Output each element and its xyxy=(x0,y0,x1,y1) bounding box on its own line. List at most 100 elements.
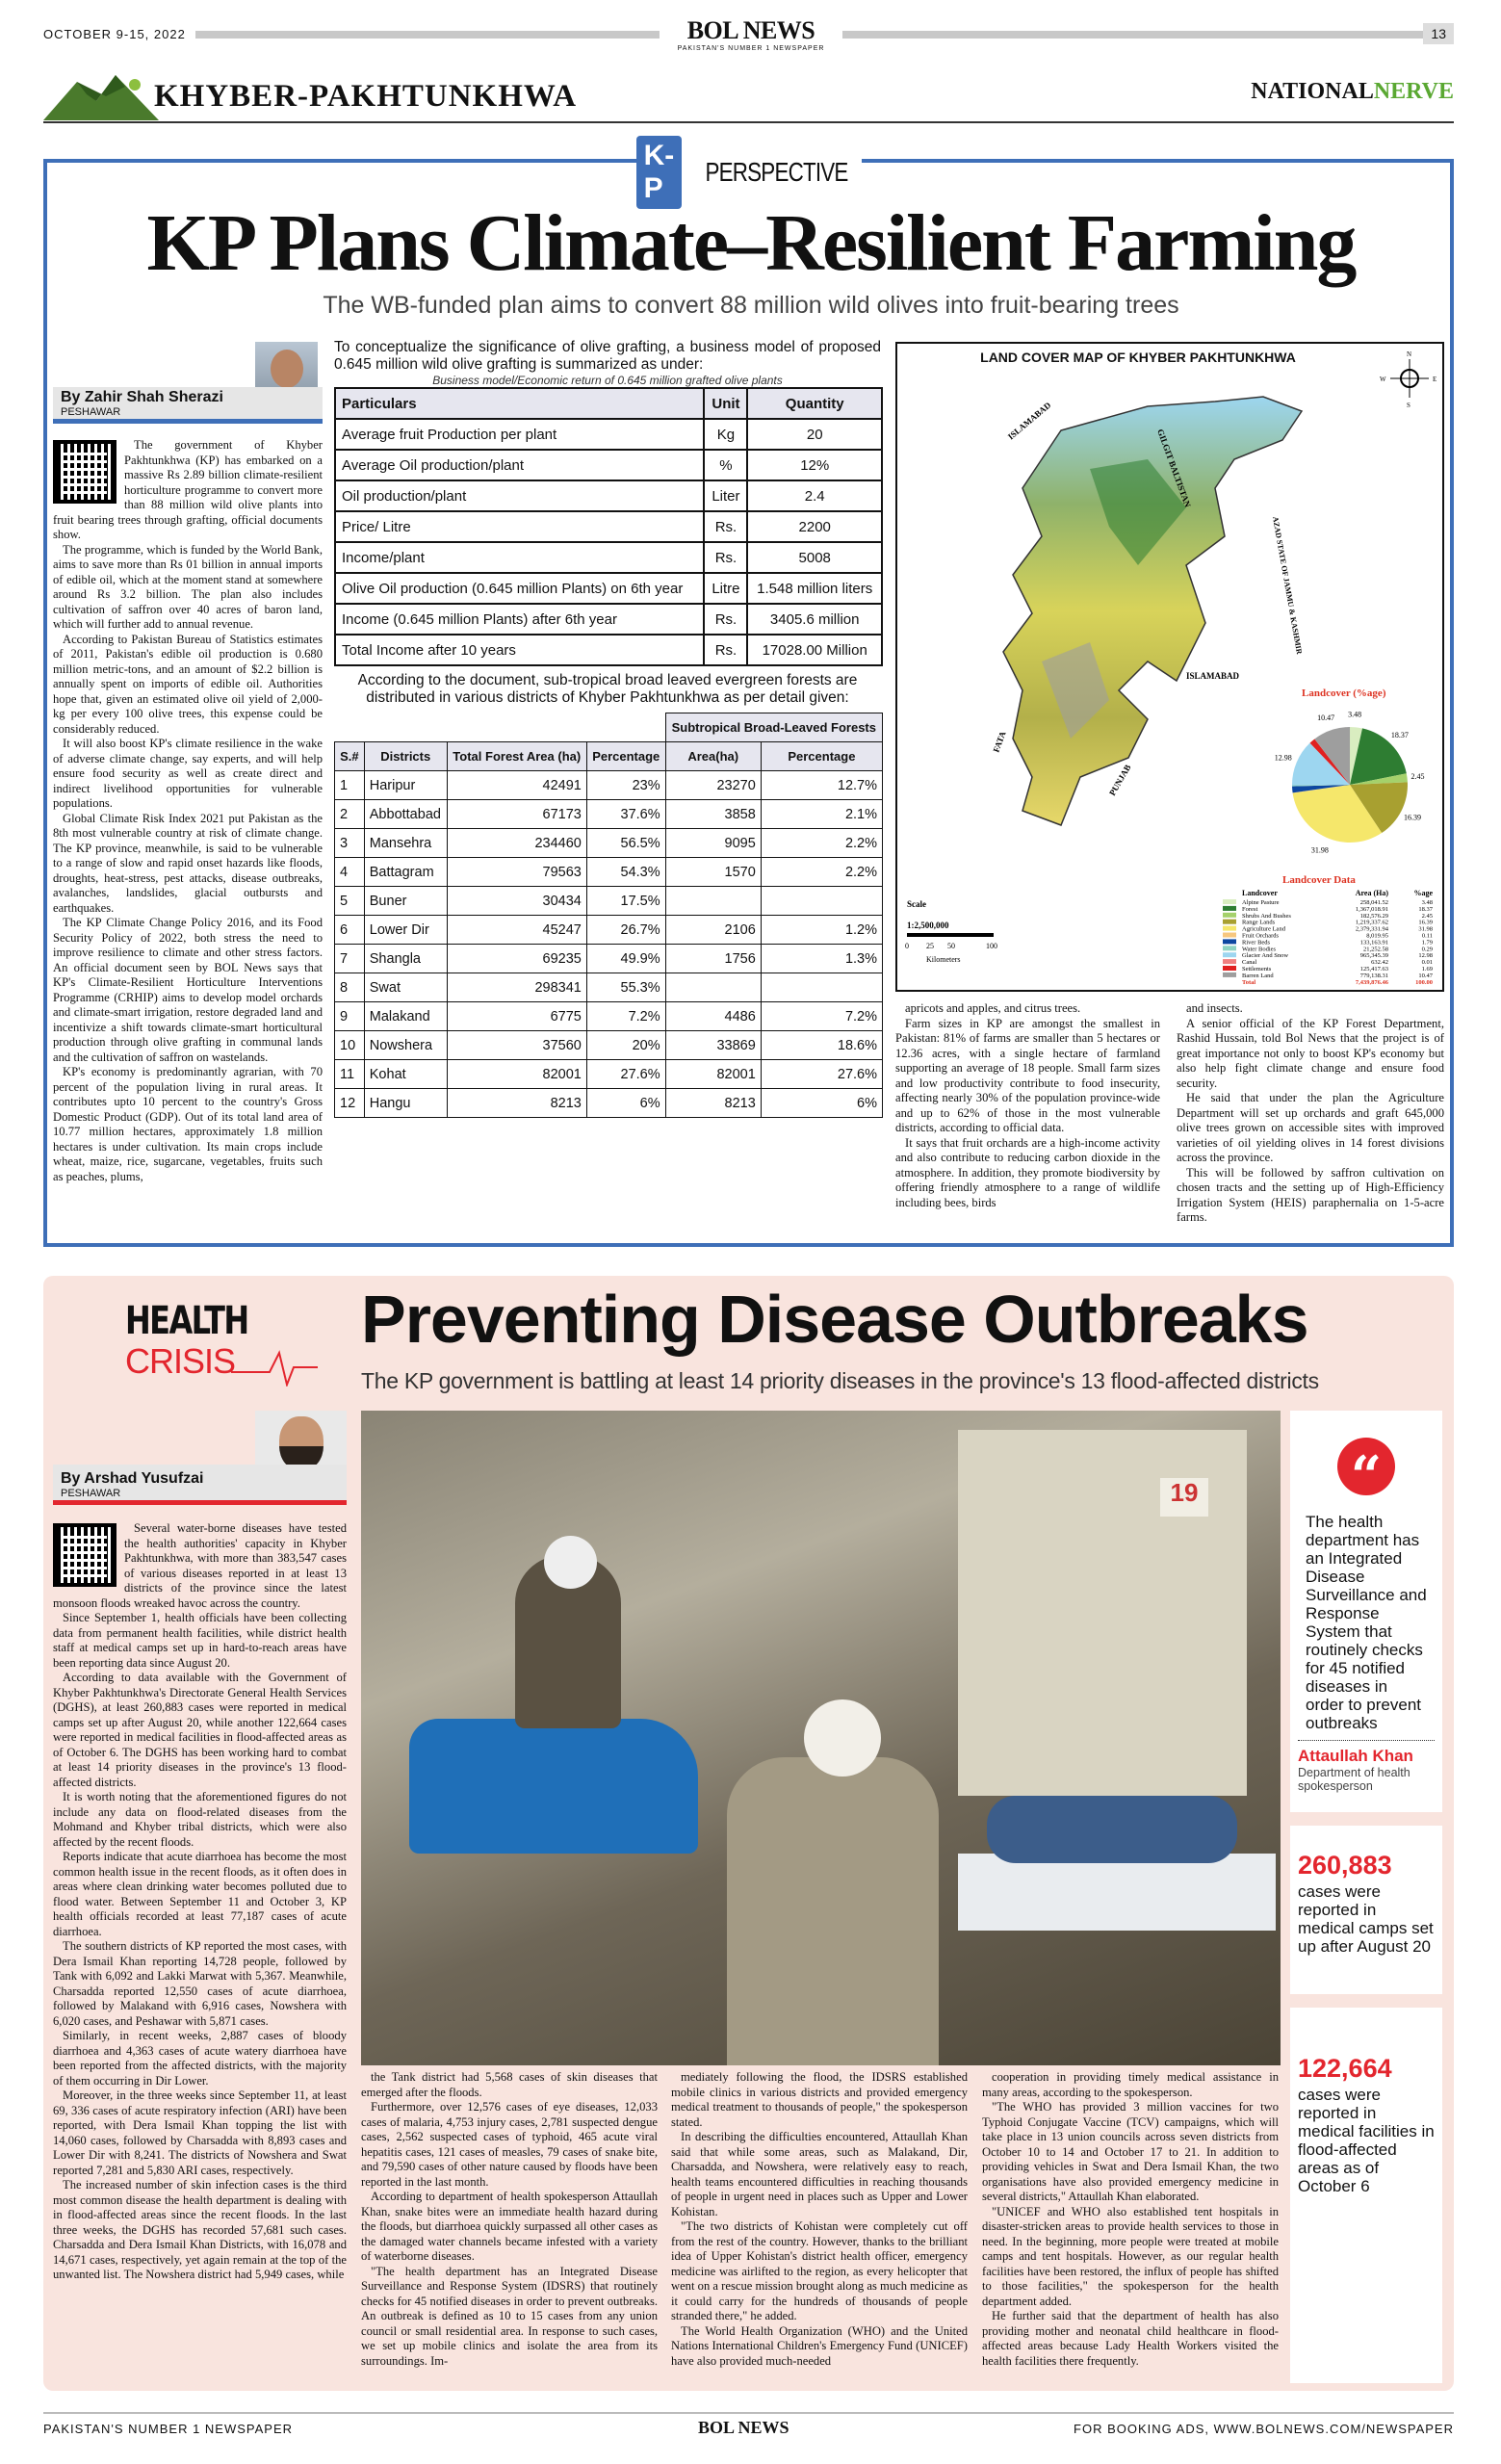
svg-text:50: 50 xyxy=(947,942,955,950)
table-row: 11 Kohat 82001 27.6% 82001 27.6% xyxy=(334,1059,884,1089)
paragraph: The government of Khyber Pakhtunkhwa (KP… xyxy=(53,438,323,541)
table-cell: 2.1% xyxy=(760,799,884,829)
table-cell xyxy=(664,973,762,1002)
legend-swatch xyxy=(1223,912,1236,918)
table-cell: 30434 xyxy=(446,886,587,916)
footer-ads-link[interactable]: FOR BOOKING ADS, WWW.BOLNEWS.COM/NEWSPAP… xyxy=(1074,2422,1454,2436)
table-cell: 49.9% xyxy=(585,944,666,973)
paragraph: According to Pakistan Bureau of Statisti… xyxy=(53,632,323,736)
qr-code[interactable] xyxy=(53,440,116,504)
table-cell: 12 xyxy=(334,1088,365,1118)
table-cell: 67173 xyxy=(446,799,587,829)
table-cell: 69235 xyxy=(446,944,587,973)
pie-label: 16.39 xyxy=(1404,814,1421,822)
table-cell: 298341 xyxy=(446,973,587,1002)
table-cell: 37.6% xyxy=(585,799,666,829)
paragraph: Since September 1, health officials have… xyxy=(53,1611,347,1670)
table-row: 3 Mansehra 234460 56.5% 9095 2.2% xyxy=(334,828,884,858)
table-cell: 27.6% xyxy=(585,1059,666,1089)
column-header: Percentage xyxy=(760,741,884,771)
stat-facilities: 122,664 xyxy=(1298,2054,1392,2083)
footer-logo: BOL NEWS xyxy=(698,2418,789,2437)
table-cell: 7.2% xyxy=(760,1001,884,1031)
table-cell: Abbottabad xyxy=(363,799,448,829)
table-cell: Rs. xyxy=(703,603,749,635)
legend-text: Agriculture Land xyxy=(1242,926,1286,933)
quote-role: Department of health spokesperson xyxy=(1298,1766,1410,1793)
pull-quote: The health department has an Integrated … xyxy=(1298,1495,1435,1741)
pie-slice xyxy=(1350,728,1407,785)
table-row: Income (0.645 million Plants) after 6th … xyxy=(333,603,883,635)
land-cover-map: LAND COVER MAP OF KHYBER PAKHTUNKHWA N W E… xyxy=(895,342,1444,992)
table-cell: Malakand xyxy=(363,1001,448,1031)
table-cell: 26.7% xyxy=(585,915,666,945)
table-cell: 7 xyxy=(334,944,365,973)
table-cell: Olive Oil production (0.645 million Plan… xyxy=(333,572,706,605)
table-row: Average Oil production/plant% 12% xyxy=(333,449,883,481)
national-nerve-logo: NATIONALNERVE xyxy=(1251,79,1454,104)
table-cell: 9095 xyxy=(664,828,762,858)
table-cell: 2.4 xyxy=(746,480,883,512)
footer-tagline: PAKISTAN'S NUMBER 1 NEWSPAPER xyxy=(43,2422,294,2436)
paragraph: In describing the difficulties encounter… xyxy=(671,2130,968,2218)
health-column-3: cooperation in providing timely medical … xyxy=(982,2070,1279,2383)
table-cell: Oil production/plant xyxy=(333,480,706,512)
column-header: Districts xyxy=(363,741,448,771)
legend-text: 16.39 xyxy=(1418,920,1433,926)
legend-text: 1,367,018.91 xyxy=(1356,906,1388,913)
table-cell: 10 xyxy=(334,1030,365,1060)
column-header: Percentage xyxy=(585,741,666,771)
paragraph: "UNICEF and WHO also established tent ho… xyxy=(982,2204,1279,2308)
table-cell: 8213 xyxy=(446,1088,587,1118)
table-cell: 1.2% xyxy=(760,915,884,945)
legend-text: 10.47 xyxy=(1418,973,1433,979)
legend-text: 965,345.39 xyxy=(1360,952,1388,959)
pie-slice xyxy=(1350,727,1363,785)
table-cell: 79563 xyxy=(446,857,587,887)
legend-text: Range Lands xyxy=(1242,920,1276,926)
health-sidebar: “ The health department has an Integrate… xyxy=(1290,1411,1442,2383)
table1-intro: To conceptualize the significance of oli… xyxy=(334,339,881,373)
legend-swatch xyxy=(1223,905,1236,911)
section-header: KHYBER-PAKHTUNKHWA NATIONALNERVE xyxy=(43,64,1454,127)
column-header: Particulars xyxy=(333,387,706,420)
stat-camps: 260,883 xyxy=(1298,1851,1392,1880)
svg-text:1:2,500,000: 1:2,500,000 xyxy=(907,921,949,930)
paragraph: According to data available with the Gov… xyxy=(53,1671,347,1789)
paragraph: Furthermore, over 12,576 cases of eye di… xyxy=(361,2100,658,2189)
section-rule xyxy=(43,121,1454,123)
legend-swatch xyxy=(1223,899,1236,904)
legend-text: Glacier And Snow xyxy=(1242,952,1288,959)
table-cell: 6% xyxy=(585,1088,666,1118)
legend-text: Forest xyxy=(1242,906,1257,913)
quote-icon: “ xyxy=(1337,1438,1395,1495)
hospital-bed xyxy=(958,1854,1276,1931)
table-cell: 2.2% xyxy=(760,857,884,887)
table-cell: 54.3% xyxy=(585,857,666,887)
svg-text:Scale: Scale xyxy=(907,899,926,909)
table-cell: Total Income after 10 years xyxy=(333,634,706,666)
table-cell: 234460 xyxy=(446,828,587,858)
table-cell: 82001 xyxy=(664,1059,762,1089)
svg-text:PUNJAB: PUNJAB xyxy=(1107,763,1132,797)
paragraph: the Tank district had 5,568 cases of ski… xyxy=(361,2070,658,2099)
pie-slice xyxy=(1309,739,1350,785)
table-cell: 1.3% xyxy=(760,944,884,973)
map-graphic: ISLAMABAD GILGIT BALTISTAN AZAD STATE OF… xyxy=(905,396,1434,986)
table-cell: 2 xyxy=(334,799,365,829)
table-cell: 12.7% xyxy=(760,770,884,800)
legend-swatch xyxy=(1223,972,1236,977)
pie-slice xyxy=(1292,785,1383,843)
table-cell: 5008 xyxy=(746,541,883,574)
table-row: 9 Malakand 6775 7.2% 4486 7.2% xyxy=(334,1001,884,1031)
table-cell: 42491 xyxy=(446,770,587,800)
health-byline-block: By Arshad Yusufzai PESHAWAR xyxy=(53,1411,347,1507)
legend-text: 2.45 xyxy=(1422,913,1433,920)
table-cell: 3405.6 million xyxy=(746,603,883,635)
legend-text: 0.01 xyxy=(1422,959,1433,966)
legend-text: Barren Land xyxy=(1242,973,1274,979)
legend-text: 779,138.31 xyxy=(1360,973,1388,979)
legend-text: Fruit Orchards xyxy=(1242,933,1280,940)
stat-facilities-text: cases were reported in medical facilitie… xyxy=(1298,2086,1435,2195)
qr-code[interactable] xyxy=(53,1523,116,1587)
